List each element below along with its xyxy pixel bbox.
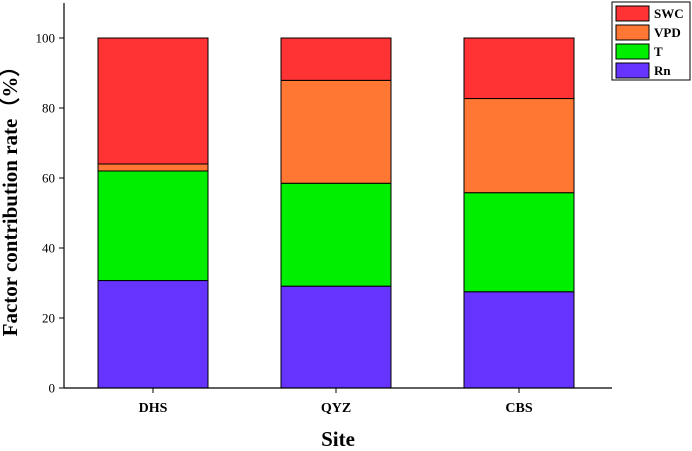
bar-t-cbs	[463, 192, 575, 293]
legend-label-swc: SWC	[654, 6, 684, 21]
bar-swc-qyz	[280, 37, 392, 81]
bar-vpd-dhs	[97, 163, 209, 172]
x-axis-title: Site	[321, 427, 355, 451]
y-tick-label: 20	[42, 311, 55, 326]
y-axis-ticks	[59, 37, 64, 389]
bar-stack-dhs	[97, 37, 209, 389]
legend-swatch-swc	[615, 5, 650, 22]
y-axis-title: Factor contribution rate（%）	[0, 56, 22, 337]
bar-t-dhs	[97, 170, 209, 282]
bar-rn-dhs	[97, 280, 209, 389]
legend-swatch-rn	[615, 62, 650, 79]
x-tick-label: QYZ	[321, 401, 351, 416]
x-tick-label: DHS	[139, 401, 168, 416]
x-tick-labels: DHS QYZ CBS	[139, 388, 533, 416]
legend-label-t: T	[654, 44, 663, 59]
bar-rn-cbs	[463, 291, 575, 389]
legend-label-vpd: VPD	[654, 25, 681, 40]
y-tick-labels: 0 20 40 60 80 100	[36, 31, 56, 396]
bar-stack-qyz	[280, 37, 392, 389]
legend-label-rn: Rn	[654, 63, 671, 78]
legend-swatch-t	[615, 43, 650, 60]
bar-swc-cbs	[463, 37, 575, 100]
y-tick-label: 40	[42, 241, 55, 256]
y-tick-label: 0	[49, 381, 56, 396]
bar-stack-cbs	[463, 37, 575, 389]
legend: SWC VPD T Rn	[611, 1, 691, 81]
bar-vpd-qyz	[280, 79, 392, 184]
bar-t-qyz	[280, 182, 392, 287]
x-tick-label: CBS	[505, 401, 532, 416]
y-tick-label: 80	[42, 101, 55, 116]
bar-swc-dhs	[97, 37, 209, 165]
legend-swatch-vpd	[615, 24, 650, 41]
y-tick-label: 60	[42, 171, 55, 186]
y-tick-label: 100	[36, 31, 56, 46]
bar-vpd-cbs	[463, 98, 575, 194]
bar-rn-qyz	[280, 285, 392, 389]
bar-stacks	[97, 37, 575, 389]
